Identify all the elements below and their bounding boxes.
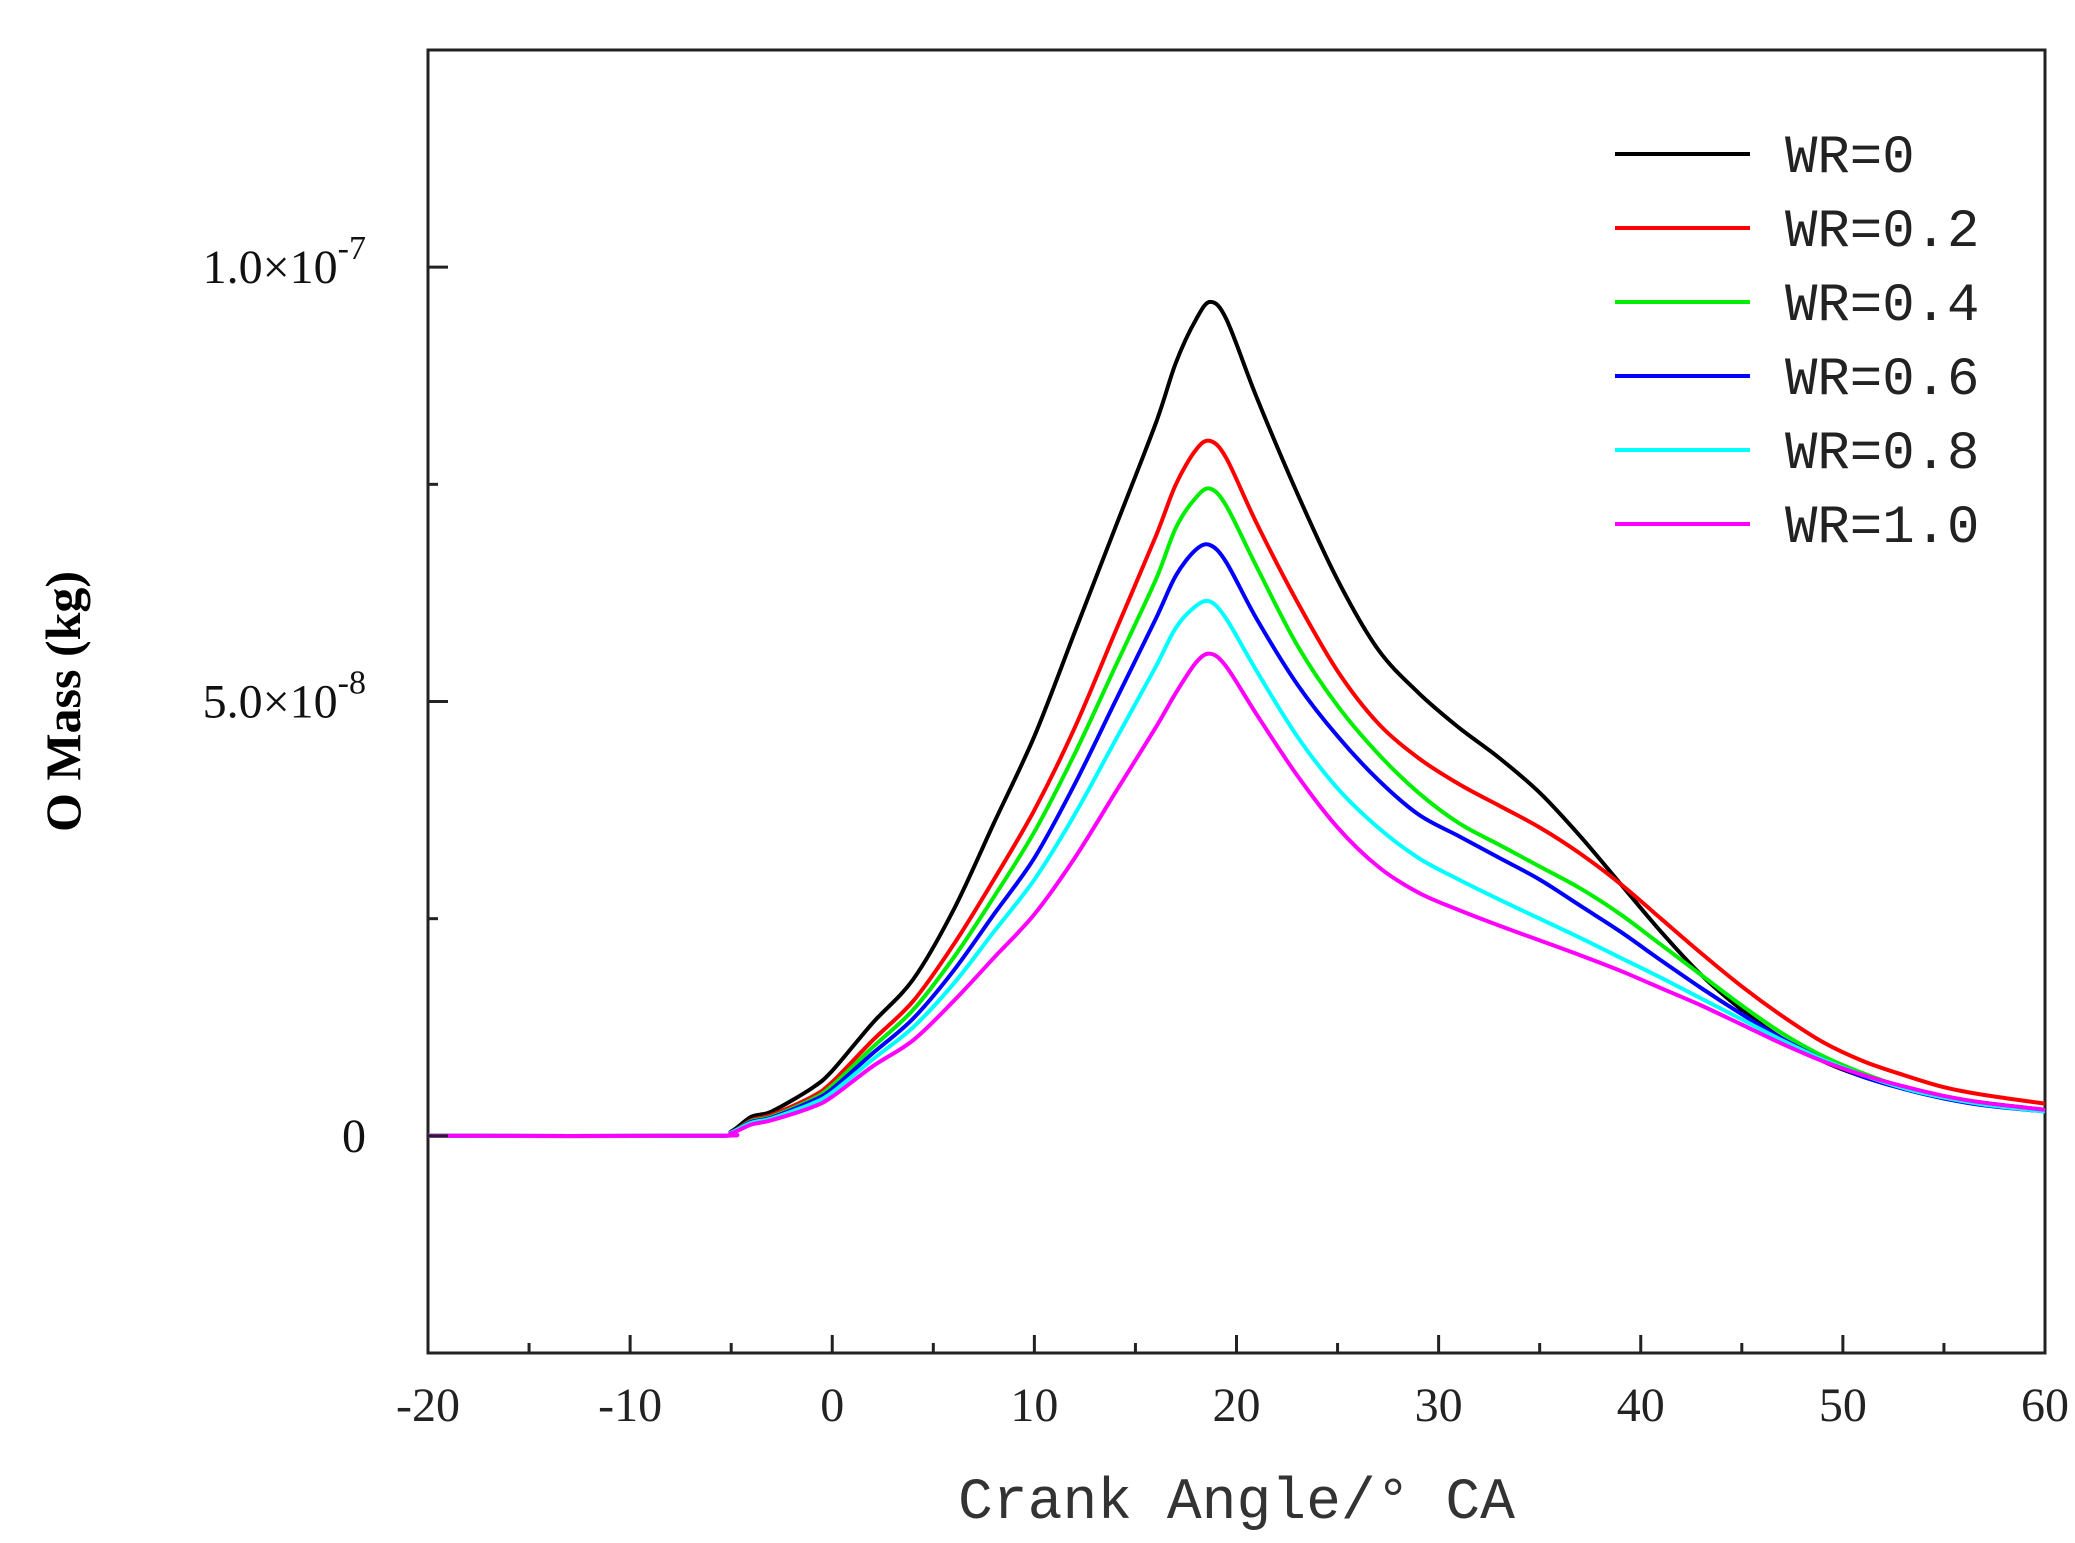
- series-lines: [427, 299, 2046, 1139]
- series-line-wr-0-8: [427, 598, 2046, 1139]
- y-tick-exponent: -8: [338, 665, 366, 702]
- legend-label: WR=0.8: [1785, 424, 1979, 485]
- legend-label: WR=1.0: [1785, 498, 1979, 559]
- x-tick-label: 10: [1010, 1379, 1058, 1432]
- y-tick-base: 1.0×10: [203, 241, 338, 294]
- y-axis: 0 5.0×10-8 1.0×10-7: [203, 230, 448, 1355]
- series-line-wr-0: [427, 299, 2046, 1139]
- x-tick-label: -10: [598, 1379, 662, 1432]
- legend-label: WR=0.6: [1785, 350, 1979, 411]
- legend-label: WR=0.4: [1785, 276, 1979, 337]
- y-tick-label: 5.0×10-8: [203, 665, 366, 729]
- x-tick-label: 0: [820, 1379, 844, 1432]
- legend: WR=0 WR=0.2 WR=0.4 WR=0.6 WR=0.8 WR=1.0: [1615, 128, 1979, 559]
- y-axis-title: O Mass (kg): [35, 571, 91, 832]
- x-axis: -20 -10 0 10 20 30 40 50 60: [396, 1335, 2069, 1432]
- series-line-wr-0-6: [427, 542, 2046, 1139]
- legend-label: WR=0.2: [1785, 202, 1979, 263]
- x-tick-label: 40: [1617, 1379, 1665, 1432]
- series-line-wr-0-4: [427, 486, 2046, 1139]
- x-axis-title: Crank Angle/° CA: [958, 1471, 1515, 1536]
- y-tick-exponent: -7: [338, 230, 366, 267]
- x-tick-label: 60: [2021, 1379, 2069, 1432]
- legend-label: WR=0: [1785, 128, 1915, 189]
- x-tick-label: 50: [1819, 1379, 1867, 1432]
- series-line-wr-1-0: [427, 651, 2046, 1139]
- y-tick-base: 0: [342, 1110, 366, 1163]
- y-tick-label: 0: [342, 1110, 366, 1163]
- x-tick-label: -20: [396, 1379, 460, 1432]
- x-tick-label: 20: [1213, 1379, 1261, 1432]
- y-tick-base: 5.0×10: [203, 676, 338, 729]
- x-tick-label: 30: [1415, 1379, 1463, 1432]
- y-tick-label: 1.0×10-7: [203, 230, 366, 294]
- series-line-wr-0-2: [427, 438, 2046, 1139]
